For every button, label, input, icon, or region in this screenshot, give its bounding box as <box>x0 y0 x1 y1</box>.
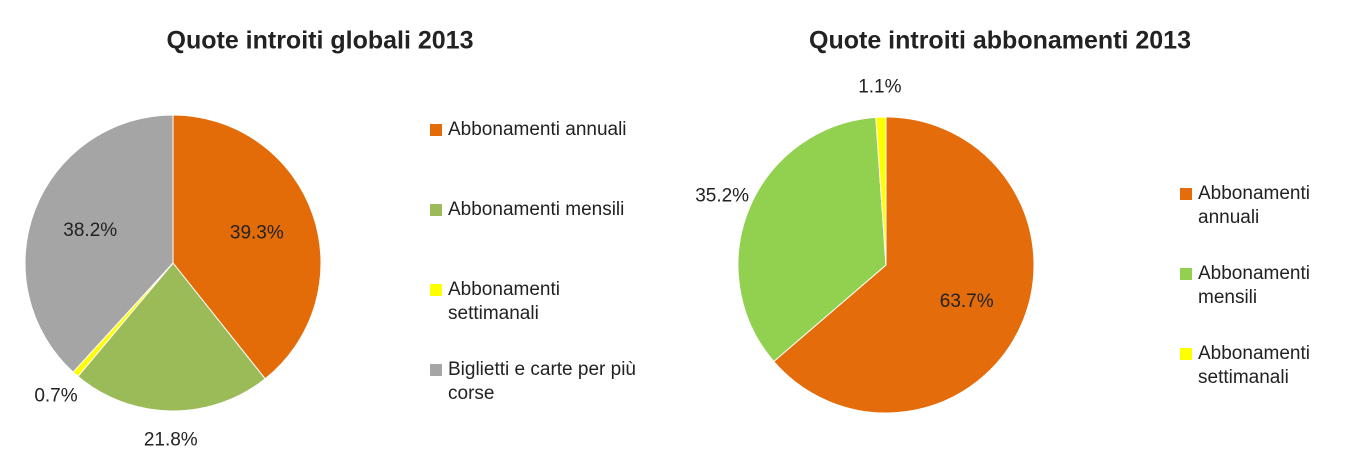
data-label: 35.2% <box>695 186 749 207</box>
pie-slice <box>172 114 322 380</box>
data-label: 1.1% <box>858 77 901 98</box>
pie-slice <box>24 114 174 373</box>
legend-label: Abbonamenti mensili <box>1198 263 1310 308</box>
legend-swatch <box>430 284 442 296</box>
legend-label: Abbonamenti annuali <box>1198 183 1310 228</box>
pie-slice <box>875 116 887 266</box>
pie-slice <box>77 262 266 412</box>
legend-swatch <box>430 364 442 376</box>
pie-slice <box>773 116 1035 414</box>
legend-entry: Abbonamenti annuali <box>1180 182 1355 230</box>
legend-label: Abbonamenti settimanali <box>1198 343 1310 388</box>
legend-label: Abbonamenti settimanali <box>448 279 560 324</box>
legend-label: Abbonamenti annuali <box>448 119 627 140</box>
data-label: 39.3% <box>230 223 284 244</box>
legend-label: Biglietti e carte per più corse <box>448 359 636 404</box>
legend-swatch <box>1180 188 1192 200</box>
data-label: 38.2% <box>63 220 117 241</box>
legend-entry: Abbonamenti mensili <box>1180 262 1355 310</box>
chart-title: Quote introiti globali 2013 <box>167 27 474 55</box>
legend-entry: Abbonamenti mensili <box>430 198 652 222</box>
legend-swatch <box>430 204 442 216</box>
pie-slice <box>737 116 887 363</box>
legend-label: Abbonamenti mensili <box>448 199 625 220</box>
legend-swatch <box>1180 348 1192 360</box>
legend-swatch <box>1180 268 1192 280</box>
data-label: 63.7% <box>940 291 994 312</box>
data-label: 21.8% <box>144 430 198 451</box>
legend-entry: Abbonamenti annuali <box>430 118 652 142</box>
data-label: 0.7% <box>34 386 77 407</box>
legend-entry: Abbonamenti settimanali <box>1180 342 1355 390</box>
legend-swatch <box>430 124 442 136</box>
chart-title: Quote introiti abbonamenti 2013 <box>809 27 1191 55</box>
legend-entry: Abbonamenti settimanali <box>430 278 652 326</box>
legend-entry: Biglietti e carte per più corse <box>430 358 652 406</box>
